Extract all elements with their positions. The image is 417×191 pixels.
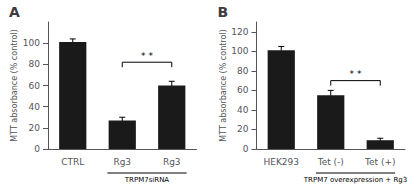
svg-text:A: A bbox=[9, 4, 20, 20]
svg-text:100: 100 bbox=[23, 38, 40, 48]
svg-text:100: 100 bbox=[231, 46, 248, 56]
svg-text:Rg3: Rg3 bbox=[163, 157, 181, 167]
svg-text:40: 40 bbox=[29, 102, 41, 112]
svg-text:60: 60 bbox=[237, 85, 249, 95]
svg-text:* *: * * bbox=[350, 69, 362, 79]
svg-text:60: 60 bbox=[29, 81, 41, 91]
svg-text:B: B bbox=[218, 4, 229, 20]
svg-text:* *: * * bbox=[141, 51, 153, 61]
svg-text:120: 120 bbox=[231, 27, 248, 37]
svg-text:Tet (-): Tet (-) bbox=[317, 157, 344, 167]
svg-text:40: 40 bbox=[237, 105, 249, 115]
svg-text:80: 80 bbox=[29, 59, 41, 69]
svg-text:20: 20 bbox=[29, 123, 41, 133]
svg-text:TRPM7 overexpression + Rg3: TRPM7 overexpression + Rg3 bbox=[303, 176, 407, 184]
svg-text:CTRL: CTRL bbox=[61, 157, 84, 167]
svg-text:TRPM7siRNA: TRPM7siRNA bbox=[124, 176, 170, 184]
svg-text:MTT absorbance (% control): MTT absorbance (% control) bbox=[219, 29, 228, 141]
svg-text:Rg3: Rg3 bbox=[113, 157, 131, 167]
svg-text:20: 20 bbox=[237, 124, 249, 134]
svg-text:80: 80 bbox=[237, 66, 249, 76]
svg-text:MTT absorbance (% control): MTT absorbance (% control) bbox=[10, 29, 19, 141]
svg-text:0: 0 bbox=[243, 144, 249, 154]
svg-text:HEK293: HEK293 bbox=[263, 157, 299, 167]
svg-text:0: 0 bbox=[34, 144, 40, 154]
svg-text:Tet (+): Tet (+) bbox=[364, 157, 395, 167]
